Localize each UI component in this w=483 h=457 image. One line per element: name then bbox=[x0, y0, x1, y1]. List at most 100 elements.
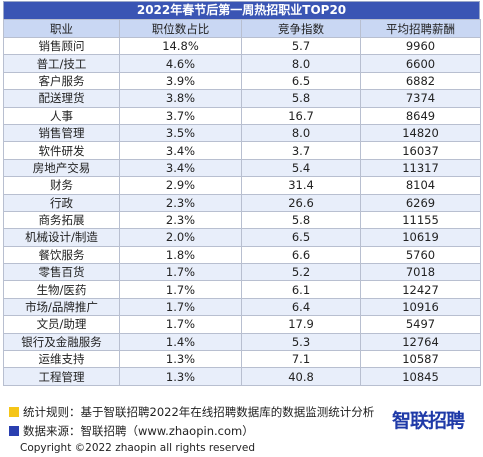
cell-share: 2.0% bbox=[119, 228, 242, 247]
cell-share: 3.4% bbox=[119, 141, 242, 160]
cell-avg-salary: 6269 bbox=[360, 193, 481, 212]
cell-share: 14.8% bbox=[119, 36, 242, 56]
table-row: 生物/医药 1.7% 6.1 12427 bbox=[3, 280, 481, 299]
table-row: 银行及金融服务 1.4% 5.3 12764 bbox=[3, 332, 481, 352]
cell-share: 1.3% bbox=[119, 350, 242, 369]
cell-occupation: 生物/医药 bbox=[3, 280, 120, 299]
cell-share: 1.7% bbox=[119, 297, 242, 317]
cell-competition-index: 6.5 bbox=[241, 228, 361, 247]
table-row: 软件研发 3.4% 3.7 16037 bbox=[3, 141, 481, 160]
table-row: 运维支持 1.3% 7.1 10587 bbox=[3, 350, 481, 369]
cell-competition-index: 26.6 bbox=[241, 193, 361, 212]
column-header-competition-index: 竞争指数 bbox=[241, 19, 361, 38]
cell-avg-salary: 6882 bbox=[360, 71, 481, 91]
cell-avg-salary: 10587 bbox=[360, 350, 481, 369]
yellow-square-icon bbox=[9, 407, 19, 417]
table-row: 工程管理 1.3% 40.8 10845 bbox=[3, 367, 481, 386]
table-row: 配送理货 3.8% 5.8 7374 bbox=[3, 89, 481, 108]
cell-occupation: 工程管理 bbox=[3, 367, 120, 386]
cell-competition-index: 5.3 bbox=[241, 332, 361, 352]
cell-competition-index: 5.2 bbox=[241, 263, 361, 282]
cell-competition-index: 8.0 bbox=[241, 123, 361, 143]
source-note-text: 数据来源：智联招聘（www.zhaopin.com） bbox=[23, 424, 254, 438]
cell-occupation: 商务拓展 bbox=[3, 210, 120, 230]
cell-share: 2.3% bbox=[119, 210, 242, 230]
table-row: 市场/品牌推广 1.7% 6.4 10916 bbox=[3, 297, 481, 317]
column-header-occupation: 职业 bbox=[3, 19, 120, 38]
rule-note: 统计规则：基于智联招聘2022年在线招聘数据库的数据监测统计分析 bbox=[9, 404, 374, 420]
cell-competition-index: 16.7 bbox=[241, 106, 361, 125]
cell-competition-index: 5.8 bbox=[241, 89, 361, 108]
column-header-avg-salary: 平均招聘薪酬 bbox=[360, 19, 481, 38]
cell-avg-salary: 7374 bbox=[360, 89, 481, 108]
footer: 统计规则：基于智联招聘2022年在线招聘数据库的数据监测统计分析 数据来源：智联… bbox=[0, 401, 483, 457]
cell-competition-index: 6.1 bbox=[241, 280, 361, 299]
cell-occupation: 运维支持 bbox=[3, 350, 120, 369]
cell-avg-salary: 10845 bbox=[360, 367, 481, 386]
cell-occupation: 财务 bbox=[3, 176, 120, 195]
cell-competition-index: 6.5 bbox=[241, 71, 361, 91]
cell-occupation: 销售管理 bbox=[3, 123, 120, 143]
table-row: 文员/助理 1.7% 17.9 5497 bbox=[3, 315, 481, 334]
table-row: 人事 3.7% 16.7 8649 bbox=[3, 106, 481, 125]
cell-share: 3.5% bbox=[119, 123, 242, 143]
cell-share: 3.8% bbox=[119, 89, 242, 108]
cell-share: 3.7% bbox=[119, 106, 242, 125]
cell-competition-index: 6.4 bbox=[241, 297, 361, 317]
cell-avg-salary: 6600 bbox=[360, 54, 481, 73]
cell-occupation: 机械设计/制造 bbox=[3, 228, 120, 247]
cell-competition-index: 3.7 bbox=[241, 141, 361, 160]
logo-text: 智联招聘 bbox=[392, 410, 465, 432]
cell-share: 3.4% bbox=[119, 158, 242, 178]
copyright-text: Copyright ©2022 zhaopin all rights reser… bbox=[20, 442, 256, 454]
cell-avg-salary: 7018 bbox=[360, 263, 481, 282]
cell-avg-salary: 10916 bbox=[360, 297, 481, 317]
cell-share: 3.9% bbox=[119, 71, 242, 91]
source-note: 数据来源：智联招聘（www.zhaopin.com） bbox=[9, 423, 254, 439]
cell-occupation: 软件研发 bbox=[3, 141, 120, 160]
cell-occupation: 客户服务 bbox=[3, 71, 120, 91]
cell-competition-index: 17.9 bbox=[241, 315, 361, 334]
cell-share: 1.7% bbox=[119, 280, 242, 299]
column-header-share: 职位数占比 bbox=[119, 19, 242, 38]
cell-occupation: 市场/品牌推广 bbox=[3, 297, 120, 317]
cell-avg-salary: 5497 bbox=[360, 315, 481, 334]
cell-avg-salary: 11155 bbox=[360, 210, 481, 230]
cell-occupation: 普工/技工 bbox=[3, 54, 120, 73]
cell-avg-salary: 11317 bbox=[360, 158, 481, 178]
cell-competition-index: 8.0 bbox=[241, 54, 361, 73]
cell-occupation: 餐饮服务 bbox=[3, 245, 120, 265]
cell-competition-index: 7.1 bbox=[241, 350, 361, 369]
hot-jobs-table-panel: 2022年春节后第一周热招职业TOP20 职业 职位数占比 竞争指数 平均招聘薪… bbox=[3, 1, 481, 386]
table-row: 房地产交易 3.4% 5.4 11317 bbox=[3, 158, 481, 178]
cell-occupation: 行政 bbox=[3, 193, 120, 212]
cell-competition-index: 6.6 bbox=[241, 245, 361, 265]
cell-avg-salary: 16037 bbox=[360, 141, 481, 160]
cell-occupation: 人事 bbox=[3, 106, 120, 125]
cell-share: 1.7% bbox=[119, 315, 242, 334]
cell-occupation: 房地产交易 bbox=[3, 158, 120, 178]
cell-share: 1.8% bbox=[119, 245, 242, 265]
table-row: 餐饮服务 1.8% 6.6 5760 bbox=[3, 245, 481, 265]
cell-occupation: 销售顾问 bbox=[3, 36, 120, 56]
table-title: 2022年春节后第一周热招职业TOP20 bbox=[3, 1, 480, 19]
cell-share: 1.3% bbox=[119, 367, 242, 386]
table-row: 财务 2.9% 31.4 8104 bbox=[3, 176, 481, 195]
cell-avg-salary: 10619 bbox=[360, 228, 481, 247]
cell-occupation: 文员/助理 bbox=[3, 315, 120, 334]
cell-competition-index: 31.4 bbox=[241, 176, 361, 195]
rule-note-text: 统计规则：基于智联招聘2022年在线招聘数据库的数据监测统计分析 bbox=[23, 405, 375, 419]
cell-competition-index: 5.4 bbox=[241, 158, 361, 178]
table-body: 销售顾问 14.8% 5.7 9960 普工/技工 4.6% 8.0 6600 客户服务 3.9%… bbox=[3, 36, 481, 386]
cell-occupation: 配送理货 bbox=[3, 89, 120, 108]
zhaopin-logo: 智联招聘 bbox=[392, 404, 472, 434]
cell-share: 1.7% bbox=[119, 263, 242, 282]
blue-square-icon bbox=[9, 426, 19, 436]
cell-avg-salary: 14820 bbox=[360, 123, 481, 143]
cell-competition-index: 40.8 bbox=[241, 367, 361, 386]
cell-share: 2.9% bbox=[119, 176, 242, 195]
table-row: 销售顾问 14.8% 5.7 9960 bbox=[3, 36, 481, 56]
cell-avg-salary: 12427 bbox=[360, 280, 481, 299]
cell-share: 4.6% bbox=[119, 54, 242, 73]
cell-avg-salary: 12764 bbox=[360, 332, 481, 352]
